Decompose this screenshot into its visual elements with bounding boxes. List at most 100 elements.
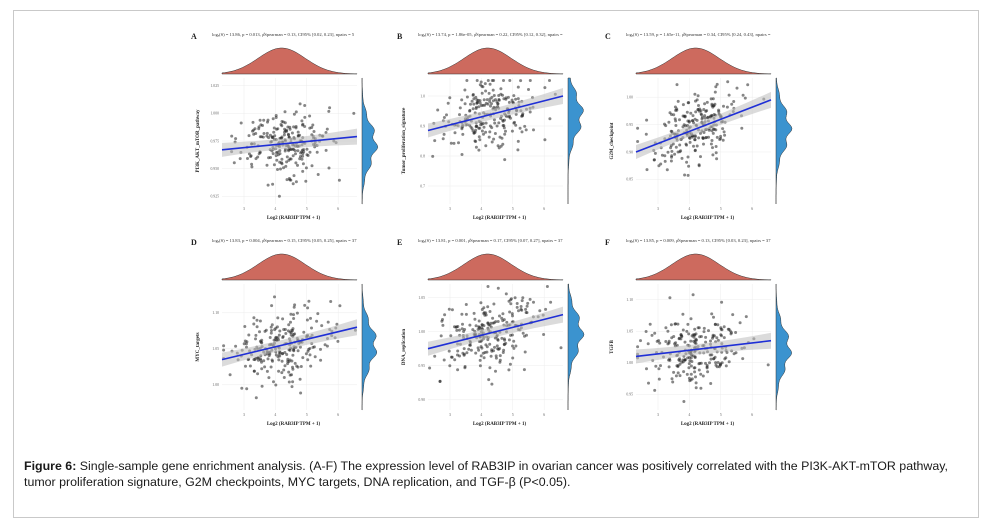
data-point [712, 357, 716, 361]
data-point [478, 358, 482, 362]
x-tick-label: 3 [657, 207, 659, 211]
data-point [292, 317, 296, 320]
data-point [704, 335, 708, 339]
data-point [301, 169, 305, 173]
data-point [713, 322, 717, 326]
data-point [285, 155, 289, 159]
x-axis-label: Log2 (RAB3IP TPM + 1) [681, 216, 735, 221]
y-tick-label: 0.8 [420, 154, 425, 158]
data-point [232, 161, 236, 165]
data-point [713, 102, 717, 106]
data-point [438, 379, 442, 383]
data-point [715, 135, 719, 139]
data-point [309, 316, 312, 320]
scatter-plot: 3 4 5 6 1.10 1.05 1.00 0.95 Log2 (RAB3IP TPM + 1… [610, 253, 792, 427]
data-point [292, 313, 295, 317]
data-point [462, 353, 466, 357]
data-point [691, 293, 695, 297]
panel-stat-text: logₑ(S) = 13.86, p = 0.013, ρ̂Spearman =… [212, 32, 355, 37]
data-point [527, 88, 530, 91]
data-point [485, 345, 489, 349]
data-point [304, 166, 308, 170]
data-point [516, 85, 520, 89]
data-point [302, 148, 306, 152]
data-point [726, 80, 730, 84]
x-axis-label: Log2 (RAB3IP TPM + 1) [267, 422, 321, 427]
data-point [712, 127, 716, 131]
data-point [717, 108, 721, 112]
data-point [481, 85, 485, 89]
data-point [441, 323, 445, 327]
x-tick-label: 4 [480, 207, 482, 211]
data-point [259, 340, 263, 344]
data-point [502, 348, 506, 352]
data-point [711, 153, 715, 157]
data-point [698, 361, 702, 365]
data-point [664, 124, 668, 128]
data-point [488, 82, 492, 86]
data-point [706, 370, 710, 374]
data-point [247, 134, 251, 138]
data-point [490, 95, 494, 99]
data-point [545, 285, 549, 288]
data-point [693, 135, 697, 139]
y-density-curve [567, 283, 585, 410]
data-point [474, 125, 478, 129]
data-point [491, 99, 495, 103]
data-point [514, 97, 518, 101]
data-point [290, 328, 294, 332]
data-point [676, 150, 680, 154]
data-point [251, 120, 255, 124]
data-point [324, 131, 328, 134]
data-point [288, 348, 292, 352]
data-point [484, 89, 488, 93]
data-point [509, 297, 513, 301]
data-point [507, 100, 511, 104]
data-point [675, 107, 679, 111]
data-point [686, 124, 689, 127]
data-point [295, 311, 299, 315]
data-point [703, 102, 707, 106]
data-point [315, 319, 319, 323]
data-point [503, 132, 507, 136]
data-point [688, 140, 692, 144]
x-tick-label: 6 [337, 207, 339, 211]
data-point [487, 135, 491, 139]
data-point [481, 103, 485, 107]
data-point [490, 126, 494, 130]
data-point [282, 376, 286, 379]
data-point [306, 358, 310, 362]
data-point [670, 149, 674, 153]
data-point [674, 374, 678, 378]
data-point [475, 79, 479, 82]
data-point [327, 166, 331, 170]
data-point [468, 108, 472, 112]
data-point [701, 374, 705, 378]
data-point [685, 329, 689, 333]
data-point [315, 150, 319, 154]
data-point [272, 130, 276, 134]
data-point [244, 342, 248, 346]
data-point [741, 93, 745, 97]
data-point [324, 148, 328, 152]
data-point [676, 365, 680, 369]
panel-stat-text: logₑ(S) = 13.81, p = 0.001, ρ̂Spearman =… [418, 238, 563, 243]
data-point [474, 128, 478, 132]
data-point [304, 179, 308, 183]
data-point [240, 386, 244, 390]
data-point [694, 386, 698, 390]
data-point [447, 307, 451, 311]
data-point [683, 173, 687, 177]
data-point [482, 311, 486, 315]
data-point [699, 386, 703, 390]
data-point [674, 119, 678, 123]
data-point [710, 104, 714, 108]
data-point [714, 151, 718, 155]
data-point [498, 354, 502, 358]
data-point [705, 363, 709, 367]
data-point [686, 155, 690, 159]
data-point [678, 143, 682, 147]
figure-caption: Figure 6: Single-sample gene enrichment … [24, 458, 974, 490]
